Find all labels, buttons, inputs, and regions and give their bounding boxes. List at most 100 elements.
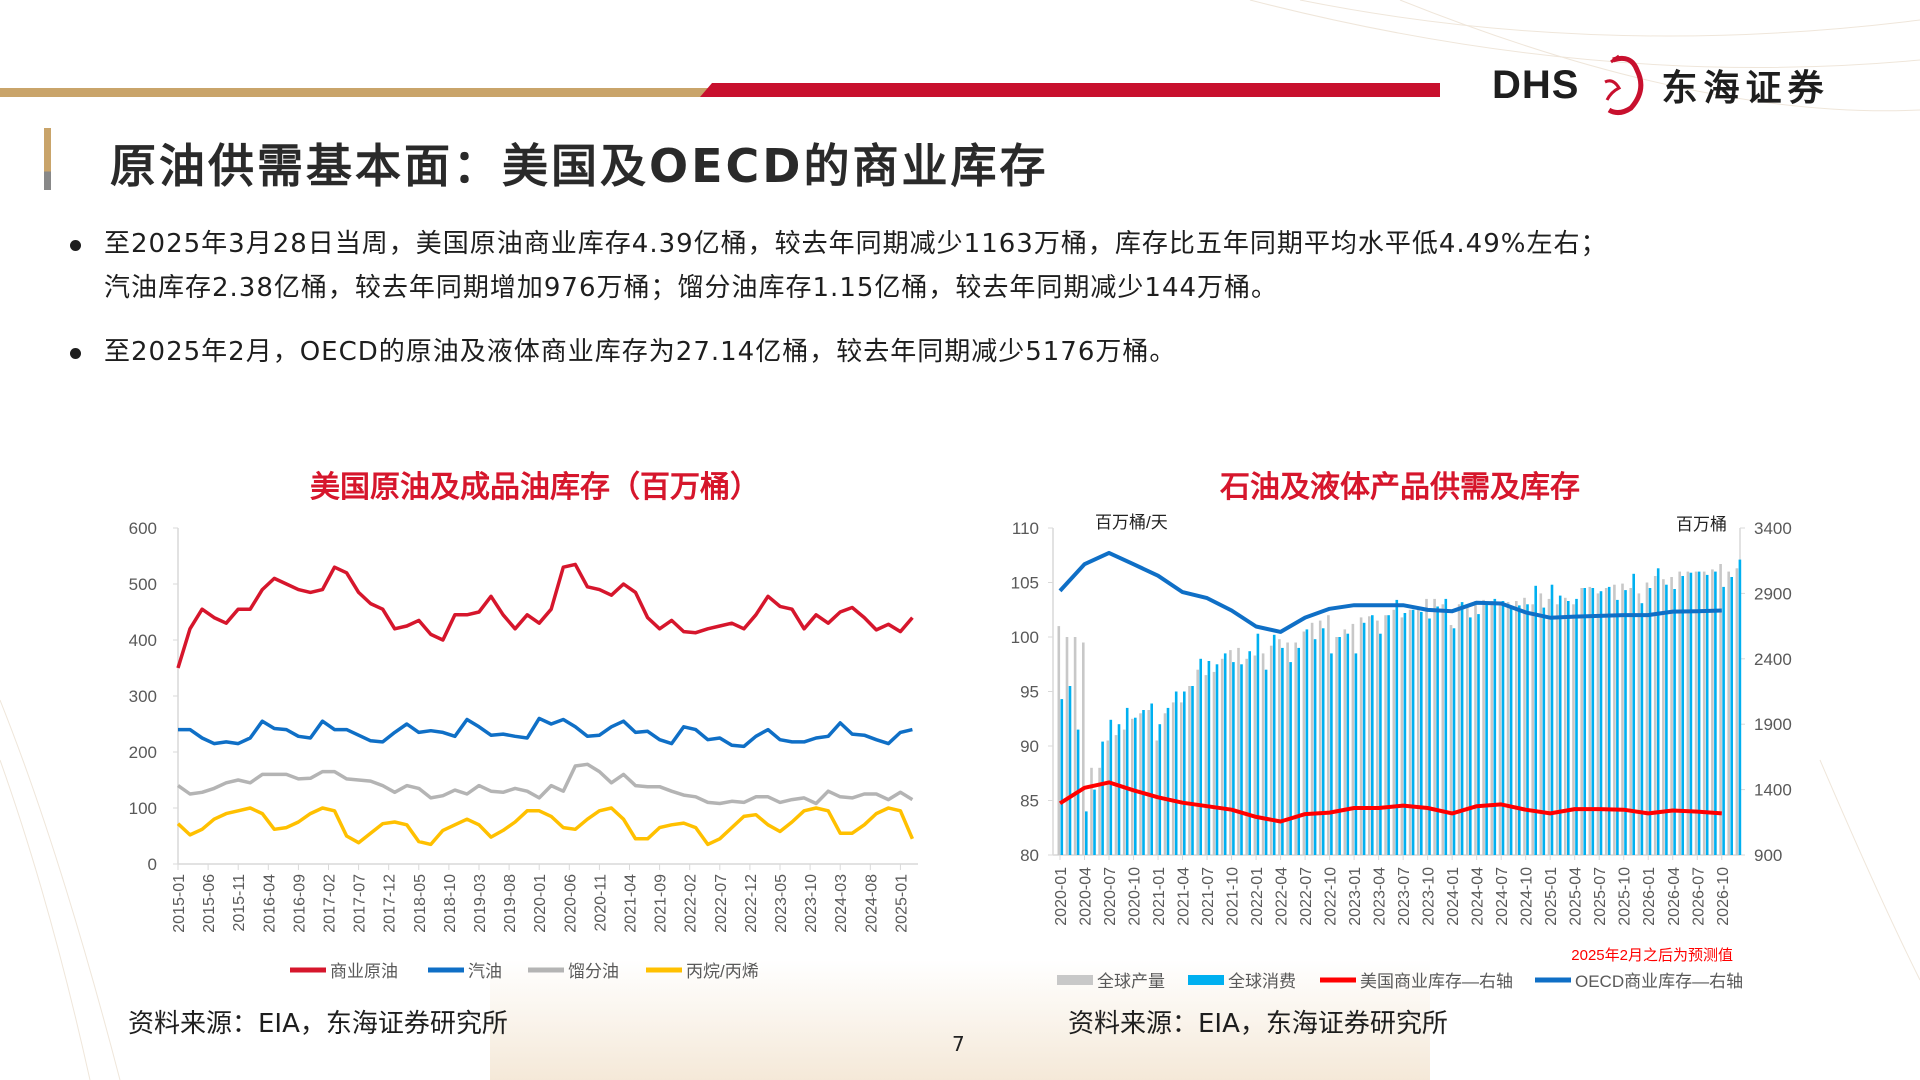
legend-label: 丙烷/丙烯: [686, 962, 759, 981]
bar-consumption: [1191, 686, 1194, 855]
bar-production: [1621, 583, 1624, 855]
bullet-list: 至2025年3月28日当周，美国原油商业库存4.39亿桶，较去年同期减少1163…: [68, 222, 1868, 394]
bar-production: [1417, 609, 1420, 856]
source-note-right: 资料来源：EIA，东海证券研究所: [1068, 1009, 1448, 1039]
x-tick-label: 2026-04: [1666, 867, 1683, 926]
x-tick-label: 2021-04: [623, 874, 640, 933]
bar-production: [1400, 617, 1404, 855]
bar-consumption: [1371, 615, 1374, 855]
legend-label: 商业原油: [330, 962, 398, 981]
x-tick-label: 2020-04: [1078, 867, 1095, 926]
x-tick-label: 2024-10: [1519, 867, 1536, 926]
bar-consumption: [1166, 707, 1170, 855]
series-line-1: [178, 716, 913, 749]
x-tick-label: 2023-07: [1396, 867, 1413, 926]
bar-consumption: [1321, 628, 1325, 855]
x-tick-label: 2024-08: [863, 874, 880, 933]
bar-production: [1408, 609, 1412, 856]
bar-production: [1269, 645, 1273, 855]
x-tick-label: 2023-01: [1347, 867, 1364, 926]
bar-production: [1727, 571, 1730, 855]
legend-label: OECD商业库存—右轴: [1575, 972, 1743, 991]
bar-consumption: [1223, 653, 1227, 855]
x-tick-label: 2021-01: [1151, 867, 1168, 926]
series-line-us-inventory: [1058, 780, 1722, 824]
bar-production: [1637, 593, 1641, 855]
bar-consumption: [1509, 606, 1513, 855]
bar-consumption: [1452, 628, 1456, 855]
y2-tick-label: 1900: [1754, 715, 1792, 734]
x-tick-label: 2021-09: [653, 874, 670, 933]
bullet-dot-icon: [70, 240, 81, 251]
bar-consumption: [1215, 664, 1219, 856]
x-tick-label: 2020-11: [592, 874, 609, 932]
bar-production: [1090, 767, 1093, 855]
y2-tick-label: 3400: [1754, 519, 1792, 538]
x-tick-label: 2021-04: [1176, 867, 1193, 926]
bar-consumption: [1485, 604, 1488, 855]
bar-consumption: [1526, 604, 1529, 855]
right-axis-unit: 百万桶: [1676, 515, 1727, 534]
bar-production: [1286, 642, 1289, 855]
bar-production: [1384, 615, 1387, 855]
bar-consumption: [1134, 717, 1137, 855]
bar-production: [1278, 639, 1281, 855]
bar-consumption: [1420, 611, 1423, 855]
bar-consumption: [1354, 653, 1358, 855]
y-tick-label: 105: [1011, 574, 1039, 593]
x-tick-label: 2021-07: [1200, 867, 1217, 926]
y-tick-label: 90: [1020, 737, 1039, 756]
bar-consumption: [1624, 590, 1627, 855]
bar-consumption: [1272, 634, 1276, 855]
legend-swatch: [1057, 975, 1093, 985]
bar-production: [1555, 604, 1559, 855]
x-tick-label: 2026-07: [1690, 867, 1707, 926]
bar-production: [1441, 604, 1445, 855]
y-tick-label: 500: [129, 575, 157, 594]
x-tick-label: 2020-06: [562, 874, 579, 933]
bar-consumption: [1387, 615, 1390, 855]
bar-consumption: [1411, 609, 1415, 856]
bar-consumption: [1640, 603, 1644, 855]
bar-consumption: [1379, 633, 1382, 855]
bar-production: [1662, 579, 1665, 855]
legend-label: 馏分油: [568, 962, 619, 981]
x-tick-label: 2015-01: [171, 874, 188, 933]
bar-production: [1327, 615, 1330, 855]
bar-production: [1694, 571, 1698, 855]
bar-production: [1735, 568, 1739, 855]
bar-production: [1220, 658, 1224, 855]
bullet-line: 至2025年2月，OECD的原油及液体商业库存为27.14亿桶，较去年同期减少5…: [104, 337, 1177, 367]
bar-production: [1261, 653, 1265, 855]
bar-production: [1073, 637, 1077, 855]
bar-consumption: [1705, 574, 1709, 855]
bar-consumption: [1264, 669, 1268, 855]
bar-consumption: [1346, 633, 1350, 855]
y-tick-label: 0: [148, 855, 157, 874]
bar-consumption: [1542, 607, 1546, 855]
bar-production: [1253, 655, 1257, 855]
bar-production: [1318, 620, 1322, 855]
series-line-3: [176, 806, 915, 847]
bar-consumption: [1460, 602, 1464, 855]
bar-consumption: [1550, 584, 1554, 855]
bar-consumption: [1174, 691, 1178, 855]
bar-production: [1122, 729, 1126, 855]
bar-consumption: [1665, 584, 1668, 855]
bar-production: [1433, 598, 1436, 855]
bar-production: [1302, 631, 1306, 855]
x-tick-label: 2022-12: [743, 874, 760, 933]
bar-consumption: [1199, 658, 1202, 855]
x-tick-label: 2026-10: [1715, 867, 1732, 926]
header-bar-red: [700, 83, 1440, 97]
bar-production: [1098, 767, 1101, 855]
bar-consumption: [1656, 568, 1660, 855]
x-tick-label: 2016-09: [291, 874, 308, 933]
bar-consumption: [1395, 599, 1399, 855]
x-tick-label: 2018-10: [442, 874, 459, 933]
logo-text: DHS: [1492, 62, 1580, 107]
x-tick-label: 2024-04: [1470, 867, 1487, 926]
bar-production: [1082, 642, 1085, 855]
legend-label: 全球产量: [1097, 972, 1165, 991]
legend-label: 美国商业库存—右轴: [1360, 972, 1513, 991]
